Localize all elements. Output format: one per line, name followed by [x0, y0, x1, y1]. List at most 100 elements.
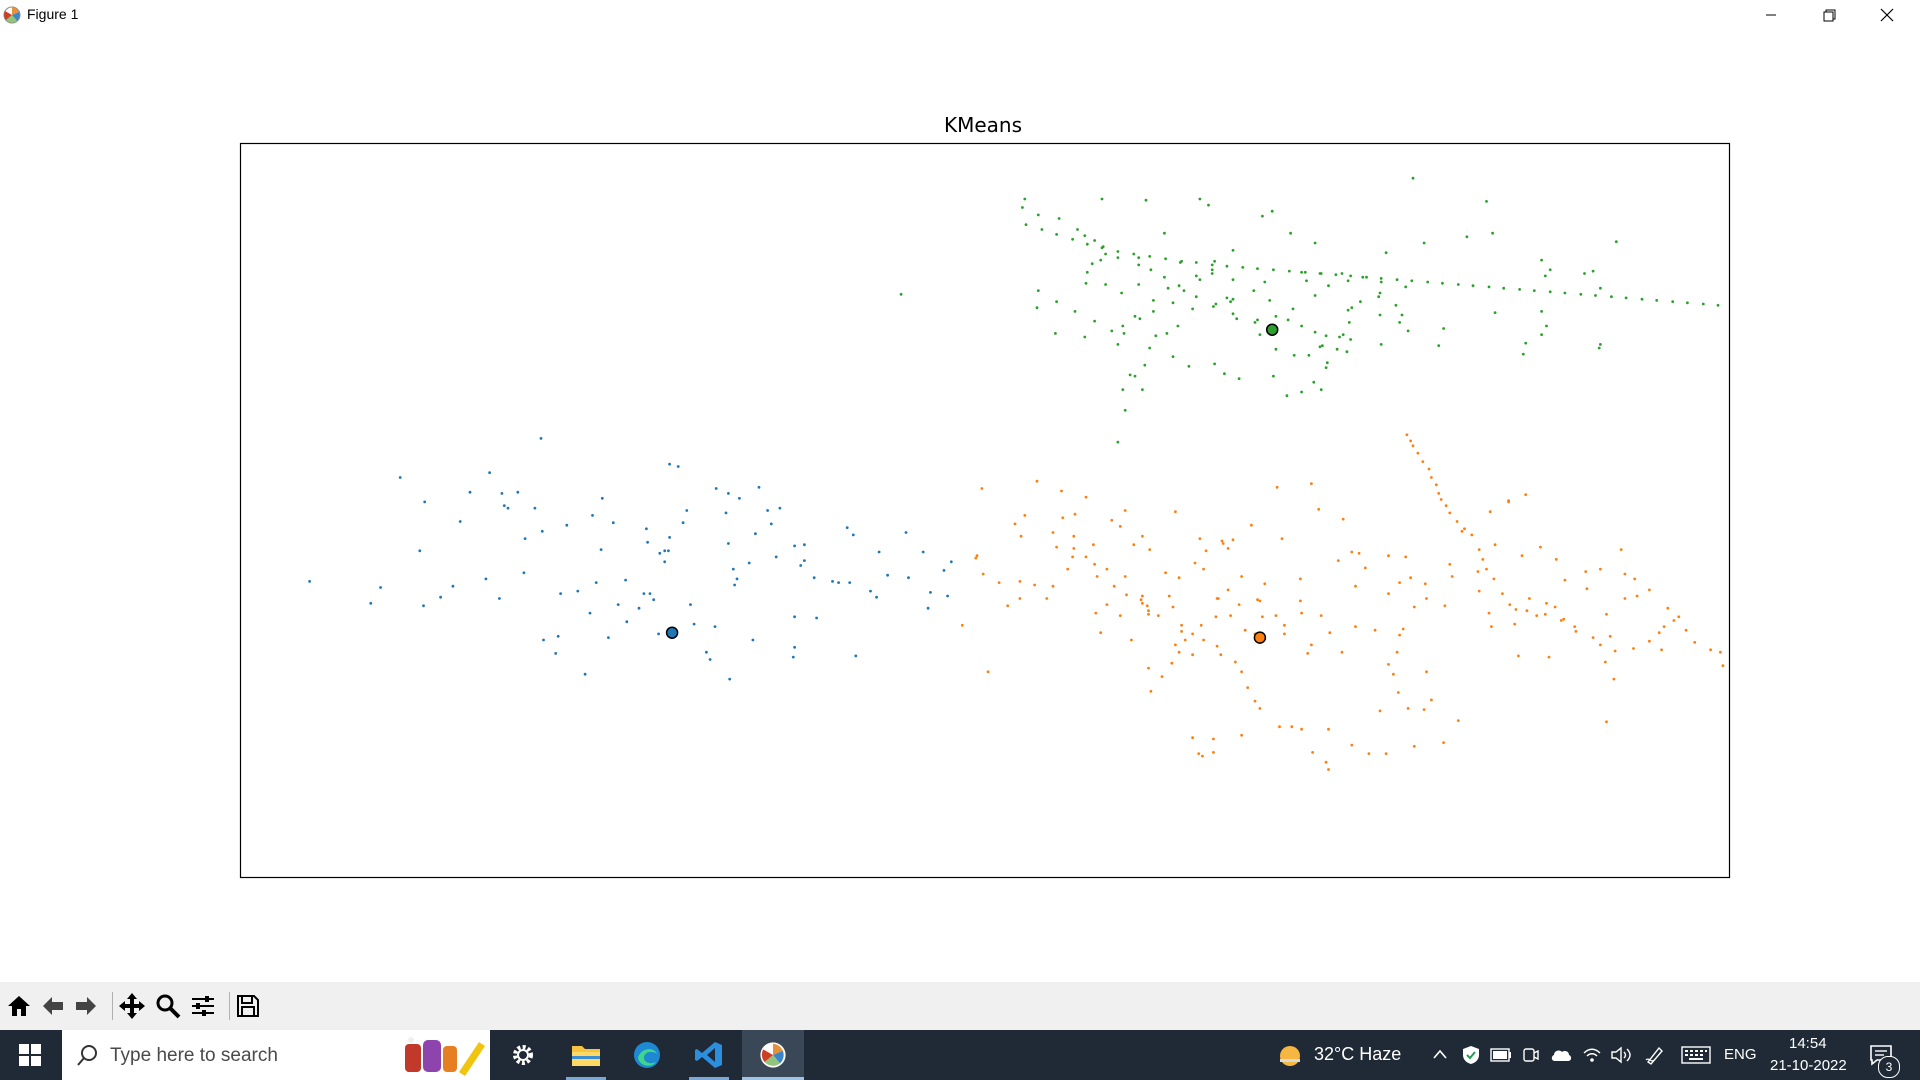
scatter-point-cluster-2: [1202, 638, 1205, 642]
volume-icon[interactable]: [1610, 1045, 1632, 1065]
scatter-point-cluster-3: [1324, 334, 1328, 338]
home-button[interactable]: [3, 990, 35, 1022]
scatter-point-cluster-2: [1520, 554, 1524, 558]
close-button[interactable]: [1858, 0, 1916, 30]
scatter-point-cluster-2: [1256, 598, 1259, 602]
scatter-point-cluster-2: [1395, 650, 1399, 654]
scatter-point-cluster-2: [1608, 634, 1612, 638]
scatter-point-cluster-2: [1719, 650, 1722, 654]
scatter-point-cluster-2: [1613, 649, 1617, 653]
chevron-up-icon[interactable]: [1432, 1048, 1448, 1060]
scatter-point-cluster-2: [974, 556, 978, 560]
zoom-button[interactable]: [152, 990, 184, 1022]
scatter-point-cluster-2: [1283, 623, 1286, 627]
scatter-point-cluster-2: [1045, 597, 1049, 600]
scatter-point-cluster-1: [554, 652, 558, 655]
weather-text[interactable]: 32°C Haze: [1314, 1044, 1402, 1064]
scatter-point-cluster-3: [1701, 302, 1705, 306]
scatter-point-cluster-2: [960, 623, 964, 627]
scatter-point-cluster-2: [1299, 577, 1302, 581]
taskbar-vscode[interactable]: [679, 1030, 739, 1080]
scatter-point-cluster-2: [1310, 482, 1313, 485]
scatter-point-cluster-2: [1243, 628, 1247, 632]
scatter-point-cluster-3: [1340, 272, 1344, 275]
scatter-point-cluster-3: [1272, 374, 1275, 378]
scatter-point-cluster-3: [1532, 289, 1536, 292]
scatter-point-cluster-2: [1648, 639, 1651, 643]
scatter-point-cluster-3: [1324, 366, 1328, 369]
security-shield-icon[interactable]: [1462, 1045, 1480, 1065]
scatter-point-cluster-3: [1686, 301, 1689, 305]
pen-ink-workspace-icon[interactable]: [1645, 1045, 1665, 1065]
scatter-point-cluster-2: [1585, 587, 1589, 591]
battery-icon[interactable]: [1490, 1048, 1512, 1062]
scatter-point-cluster-3: [1545, 324, 1548, 328]
scatter-point-cluster-2: [1147, 612, 1150, 616]
save-button[interactable]: [232, 990, 264, 1022]
notification-center-icon[interactable]: [1869, 1044, 1893, 1066]
scatter-point-cluster-2: [1425, 597, 1428, 600]
configure-subplots-button[interactable]: [187, 990, 219, 1022]
scatter-point-cluster-2: [1139, 598, 1143, 602]
restore-icon: [1823, 9, 1835, 21]
scatter-point-cluster-3: [1104, 252, 1107, 256]
meet-now-camera-icon[interactable]: [1522, 1046, 1540, 1064]
scatter-point-cluster-2: [1219, 653, 1223, 657]
back-button[interactable]: [37, 990, 69, 1022]
clock-time[interactable]: 14:54: [1789, 1035, 1827, 1052]
scatter-point-cluster-1: [616, 603, 620, 606]
scatter-point-cluster-3: [1099, 258, 1103, 262]
scatter-point-cluster-2: [1299, 599, 1302, 603]
taskbar-settings[interactable]: [493, 1030, 553, 1080]
scatter-point-cluster-3: [1327, 284, 1330, 288]
scatter-point-cluster-2: [1317, 507, 1321, 511]
taskbar-matplotlib-figure[interactable]: [742, 1030, 804, 1080]
scatter-point-cluster-2: [1204, 549, 1208, 553]
clock-date[interactable]: 21-10-2022: [1770, 1057, 1847, 1074]
taskbar-file-explorer[interactable]: [556, 1030, 616, 1080]
scatter-point-cluster-3: [1073, 310, 1077, 313]
kmeans-scatter-chart[interactable]: KMeans: [0, 30, 1920, 982]
forward-arrow-icon: [76, 997, 96, 1015]
scatter-point-cluster-2: [1525, 609, 1529, 613]
scatter-point-cluster-2: [1591, 636, 1595, 639]
scatter-point-cluster-2: [1274, 614, 1278, 617]
scatter-point-cluster-2: [1061, 516, 1065, 520]
scatter-point-cluster-3: [1378, 313, 1382, 317]
scatter-point-cluster-3: [1207, 203, 1210, 207]
scatter-point-cluster-2: [1250, 523, 1253, 527]
configure-subplots-icon: [192, 996, 214, 1016]
scatter-point-cluster-1: [942, 569, 946, 572]
scatter-point-cluster-2: [1444, 504, 1448, 507]
touch-keyboard-icon[interactable]: [1681, 1046, 1711, 1064]
scatter-point-cluster-1: [886, 573, 889, 577]
start-button[interactable]: [0, 1030, 60, 1080]
minimize-button[interactable]: [1742, 0, 1800, 30]
taskbar-search-box[interactable]: Type here to search: [62, 1030, 490, 1080]
scatter-point-cluster-3: [1223, 372, 1226, 376]
scatter-point-cluster-2: [1648, 588, 1651, 592]
figure-canvas[interactable]: KMeans: [0, 30, 1920, 982]
scatter-point-cluster-3: [899, 292, 903, 296]
taskbar-edge[interactable]: [617, 1030, 677, 1080]
language-indicator[interactable]: ENG: [1724, 1046, 1757, 1063]
scatter-point-cluster-3: [1194, 295, 1198, 299]
wifi-icon[interactable]: [1582, 1045, 1602, 1065]
scatter-point-cluster-2: [1470, 533, 1474, 537]
onedrive-cloud-icon[interactable]: [1550, 1048, 1572, 1062]
scatter-point-cluster-3: [1640, 297, 1644, 301]
forward-button[interactable]: [70, 990, 102, 1022]
scatter-point-cluster-3: [1285, 394, 1289, 398]
scatter-point-cluster-2: [1240, 733, 1243, 737]
scatter-point-cluster-3: [1411, 176, 1415, 180]
scatter-point-cluster-1: [502, 504, 506, 507]
scatter-point-cluster-2: [1199, 623, 1203, 627]
restore-button[interactable]: [1800, 0, 1858, 30]
scatter-point-cluster-2: [1084, 495, 1088, 499]
scatter-point-cluster-3: [1057, 217, 1061, 220]
scatter-point-cluster-1: [791, 655, 795, 659]
scatter-point-cluster-2: [1099, 631, 1103, 635]
scatter-point-cluster-2: [1013, 522, 1017, 526]
scatter-point-cluster-3: [1395, 278, 1399, 281]
pan-button[interactable]: [116, 990, 148, 1022]
